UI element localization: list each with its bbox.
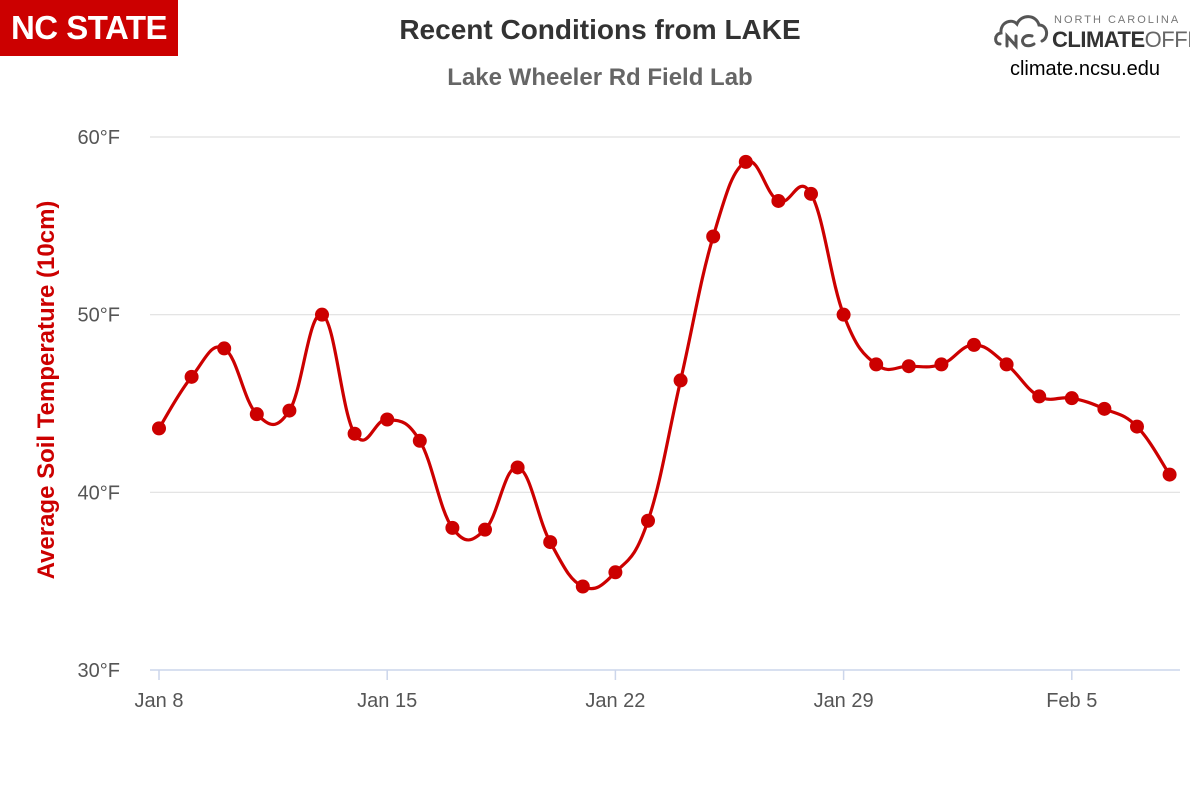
x-tick-label: Jan 22 xyxy=(585,690,645,712)
data-point[interactable] xyxy=(706,229,721,244)
data-point[interactable] xyxy=(543,535,558,550)
data-point[interactable] xyxy=(901,359,916,374)
x-tick-label: Jan 29 xyxy=(814,690,874,712)
data-point[interactable] xyxy=(575,579,590,594)
svg-text:CLIMATEOFFICE: CLIMATEOFFICE xyxy=(1052,27,1190,52)
data-point[interactable] xyxy=(249,407,264,422)
y-axis: 30°F 40°F 50°F 60°F xyxy=(78,127,120,682)
x-tick-label: Feb 5 xyxy=(1046,690,1097,712)
chart-title: Recent Conditions from LAKE xyxy=(399,14,801,45)
data-point[interactable] xyxy=(282,403,297,418)
x-axis-labels: Jan 8 Jan 15 Jan 22 Jan 29 Feb 5 xyxy=(135,690,1098,712)
chart-subtitle: Lake Wheeler Rd Field Lab xyxy=(447,64,753,91)
y-tick-label: 40°F xyxy=(78,482,120,504)
data-point[interactable] xyxy=(673,373,688,388)
data-point[interactable] xyxy=(1162,467,1177,482)
data-point[interactable] xyxy=(217,341,232,356)
series-line xyxy=(157,159,1171,591)
y-tick-label: 30°F xyxy=(78,660,120,682)
series-points xyxy=(152,154,1177,594)
data-point[interactable] xyxy=(184,369,199,384)
data-point[interactable] xyxy=(1064,391,1079,406)
data-point[interactable] xyxy=(836,307,851,322)
office-logo-small-text: NORTH CAROLINA xyxy=(1054,14,1180,26)
nc-state-logo-text: NC STATE xyxy=(10,9,168,46)
data-point[interactable] xyxy=(412,433,427,448)
data-point[interactable] xyxy=(347,426,362,441)
climate-office-logo: NORTH CAROLINA CLIMATEOFFICE xyxy=(994,14,1190,52)
x-axis xyxy=(150,669,1180,680)
data-point[interactable] xyxy=(1032,389,1047,404)
data-point[interactable] xyxy=(934,357,949,372)
data-point[interactable] xyxy=(1130,419,1144,434)
data-point[interactable] xyxy=(804,186,818,201)
data-point[interactable] xyxy=(738,154,753,169)
data-point[interactable] xyxy=(152,421,166,436)
data-point[interactable] xyxy=(967,337,981,352)
x-tick-label: Jan 15 xyxy=(357,690,417,712)
data-point[interactable] xyxy=(999,357,1014,372)
office-logo-office-text: OFFICE xyxy=(1145,27,1190,52)
y-tick-label: 60°F xyxy=(78,127,120,149)
data-point[interactable] xyxy=(869,357,884,372)
data-point[interactable] xyxy=(478,522,492,537)
nc-state-logo: NC STATE xyxy=(0,0,178,56)
y-axis-title: Average Soil Temperature (10cm) xyxy=(33,201,60,580)
cloud-icon xyxy=(994,15,1048,50)
data-point[interactable] xyxy=(641,513,655,528)
data-point[interactable] xyxy=(510,460,525,475)
data-point[interactable] xyxy=(315,307,329,322)
office-url: climate.ncsu.edu xyxy=(1009,58,1161,80)
data-point[interactable] xyxy=(771,193,786,208)
y-tick-label: 50°F xyxy=(78,305,120,327)
x-tick-label: Jan 8 xyxy=(135,690,184,712)
gridlines xyxy=(150,136,1180,493)
office-logo-climate-text: CLIMATE xyxy=(1052,27,1145,52)
data-point[interactable] xyxy=(445,520,460,535)
data-point[interactable] xyxy=(380,412,395,427)
data-point[interactable] xyxy=(608,565,623,580)
data-point[interactable] xyxy=(1097,401,1112,416)
